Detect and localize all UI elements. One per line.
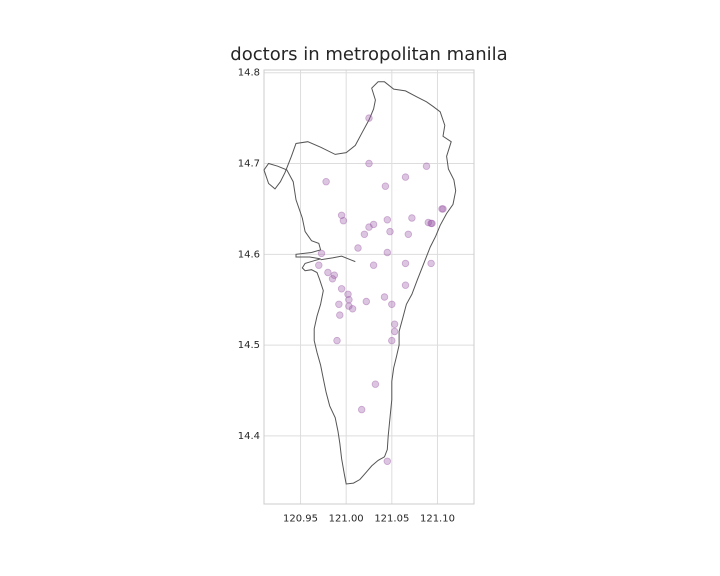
- doctor-point: [381, 182, 390, 190]
- doctor-point: [358, 405, 366, 414]
- doctor-point: [439, 205, 447, 213]
- doctor-point: [427, 259, 435, 268]
- doctor-point: [322, 177, 330, 186]
- metro-manila-boundary: [263, 81, 457, 485]
- doctor-point: [371, 380, 380, 388]
- doctor-point: [408, 214, 416, 222]
- doctor-point: [345, 302, 353, 310]
- doctor-point: [388, 300, 396, 308]
- doctor-point: [362, 297, 370, 306]
- doctor-point: [369, 261, 378, 269]
- axes-frame: [263, 69, 475, 505]
- pasig-river-outline: [320, 255, 356, 263]
- x-tick-labels: 120.95 121.00 121.05 121.10: [283, 513, 455, 524]
- doctor-point: [324, 268, 332, 277]
- doctor-point: [404, 230, 412, 238]
- doctor-point: [386, 227, 394, 236]
- y-tick-label: 14.8: [238, 68, 260, 79]
- doctor-point: [365, 159, 373, 168]
- y-tick-label: 14.5: [238, 340, 260, 351]
- doctor-point: [354, 244, 362, 252]
- y-tick-label: 14.4: [238, 431, 260, 442]
- doctor-point: [315, 261, 323, 269]
- doctor-point: [390, 327, 399, 336]
- doctor-point: [335, 300, 343, 308]
- chart-title: doctors in metropolitan manila: [230, 44, 508, 65]
- doctor-point: [422, 162, 431, 170]
- doctor-point: [348, 305, 357, 313]
- y-tick-label: 14.7: [238, 159, 260, 170]
- doctor-point: [344, 290, 352, 298]
- doctor-point: [328, 275, 337, 283]
- doctor-point: [337, 285, 346, 293]
- doctor-point: [401, 281, 410, 289]
- doctor-point: [365, 223, 373, 231]
- doctor-point: [383, 248, 391, 257]
- doctor-point: [427, 219, 435, 228]
- doctor-point: [383, 216, 391, 224]
- doctor-point: [317, 249, 326, 258]
- doctor-point: [388, 336, 396, 345]
- doctor-point: [390, 320, 399, 328]
- doctor-point: [380, 293, 389, 301]
- doctor-point: [428, 219, 436, 228]
- doctor-point: [365, 114, 373, 122]
- doctor-point: [333, 336, 341, 345]
- doctor-points: [315, 114, 447, 465]
- doctor-point: [336, 311, 344, 319]
- y-tick-labels: 14.4 14.5 14.6 14.7 14.8: [238, 68, 260, 442]
- doctor-point: [360, 230, 369, 238]
- doctor-point: [438, 205, 446, 213]
- doctor-point: [401, 259, 410, 268]
- doctor-point: [345, 296, 353, 304]
- grid: [264, 70, 474, 504]
- doctor-point: [369, 220, 378, 229]
- doctor-point: [383, 457, 391, 465]
- doctor-point: [339, 216, 348, 225]
- x-tick-label: 121.05: [374, 513, 409, 524]
- x-tick-label: 121.10: [420, 513, 455, 524]
- x-tick-label: 121.00: [329, 513, 364, 524]
- doctor-point: [337, 211, 346, 219]
- doctor-point: [424, 218, 432, 227]
- doctor-point: [330, 271, 338, 279]
- y-tick-label: 14.6: [238, 249, 260, 260]
- doctor-point: [401, 173, 410, 181]
- x-tick-label: 120.95: [283, 513, 318, 524]
